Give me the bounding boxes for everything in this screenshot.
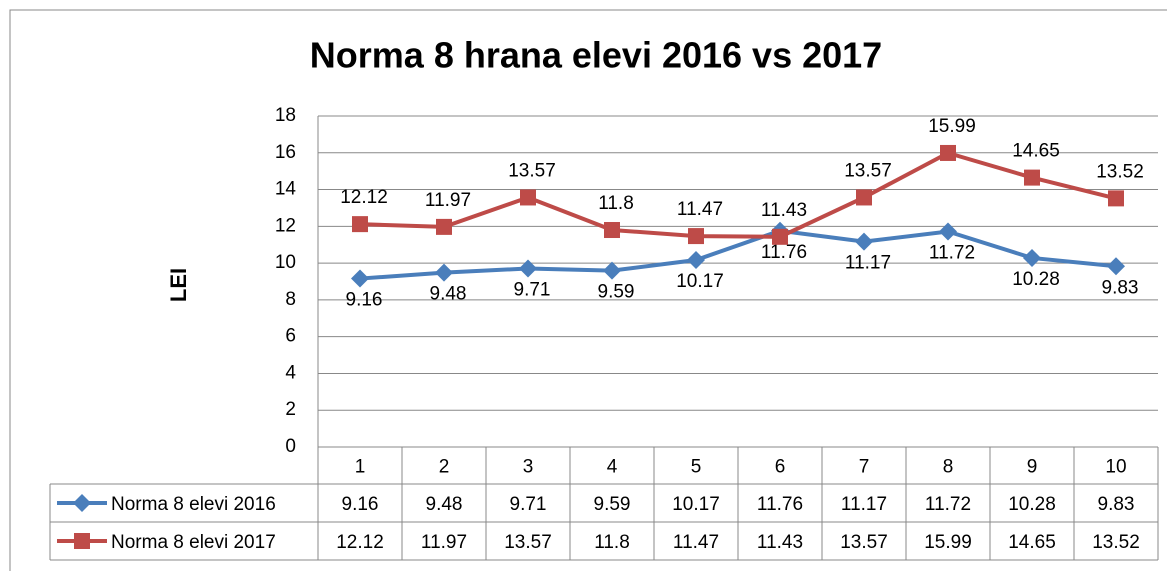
table-cell: 14.65 <box>1008 532 1056 553</box>
data-label: 10.28 <box>1012 269 1060 290</box>
table-cell: 11.97 <box>421 532 467 553</box>
data-label: 13.52 <box>1096 161 1144 182</box>
data-label: 11.76 <box>761 242 807 263</box>
point <box>519 259 537 278</box>
point <box>604 222 620 239</box>
y-tick-label: 2 <box>285 399 296 420</box>
x-tick-label: 9 <box>1027 457 1038 478</box>
table-cell: 12.12 <box>336 532 384 553</box>
table-cell: 9.48 <box>426 494 463 515</box>
point <box>603 261 621 280</box>
legend-marker <box>74 533 90 549</box>
data-label: 11.97 <box>425 190 471 211</box>
data-label: 9.16 <box>346 290 383 311</box>
point <box>939 222 957 241</box>
table-cell: 9.16 <box>342 494 379 515</box>
point <box>940 144 956 161</box>
point <box>1107 257 1125 276</box>
point <box>351 269 369 288</box>
y-tick-label: 4 <box>285 362 296 383</box>
data-label: 11.72 <box>929 242 975 263</box>
table-cell: 9.83 <box>1098 494 1135 515</box>
point <box>687 250 705 269</box>
point <box>520 189 536 206</box>
point <box>855 232 873 251</box>
point <box>856 189 872 206</box>
y-tick-label: 12 <box>275 215 296 236</box>
x-tick-label: 7 <box>859 457 870 478</box>
x-tick-label: 5 <box>691 457 702 478</box>
table-cell: 9.59 <box>594 494 631 515</box>
data-label: 11.17 <box>845 253 891 274</box>
y-tick-label: 16 <box>275 142 296 163</box>
table-cell: 11.17 <box>841 494 887 515</box>
x-tick-label: 4 <box>607 457 618 478</box>
data-label: 13.57 <box>844 160 892 181</box>
table-cell: 13.57 <box>504 532 552 553</box>
data-label: 11.43 <box>761 200 807 221</box>
chart-frame <box>9 9 1167 571</box>
table-cell: 13.57 <box>840 532 888 553</box>
table-cell: 11.8 <box>594 532 630 553</box>
y-tick-label: 18 <box>275 105 296 126</box>
table-cell: 11.43 <box>757 532 803 553</box>
data-label: 11.8 <box>598 193 634 214</box>
x-tick-label: 10 <box>1105 457 1126 478</box>
table-cell: 15.99 <box>924 532 972 553</box>
y-axis-label: LEI <box>166 268 191 302</box>
table-cell: 11.47 <box>673 532 719 553</box>
point <box>352 216 368 233</box>
y-tick-label: 14 <box>275 179 297 200</box>
x-tick-label: 2 <box>439 457 450 478</box>
legend-label: Norma 8 elevi 2017 <box>111 532 276 553</box>
point <box>688 228 704 245</box>
point <box>1023 248 1041 267</box>
y-tick-label: 8 <box>285 289 296 310</box>
data-label: 9.71 <box>514 279 551 300</box>
point <box>1108 190 1124 207</box>
data-label: 9.83 <box>1102 277 1139 298</box>
legend-marker <box>73 494 91 512</box>
x-tick-label: 8 <box>943 457 954 478</box>
table-cell: 13.52 <box>1092 532 1140 553</box>
point <box>435 263 453 282</box>
point <box>1024 169 1040 186</box>
point <box>772 228 788 245</box>
x-tick-label: 6 <box>775 457 786 478</box>
table-cell: 11.72 <box>925 494 971 515</box>
series-line <box>359 150 1117 239</box>
chart-title: Norma 8 hrana elevi 2016 vs 2017 <box>310 35 882 76</box>
data-label: 9.59 <box>598 282 635 303</box>
table-cell: 11.76 <box>757 494 803 515</box>
y-tick-label: 0 <box>285 436 296 457</box>
legend-label: Norma 8 elevi 2016 <box>111 494 276 515</box>
table-cell: 10.17 <box>672 494 720 515</box>
data-label: 13.57 <box>508 160 556 181</box>
data-label: 15.99 <box>928 116 976 137</box>
table-cell: 9.71 <box>510 494 547 515</box>
point <box>436 218 452 235</box>
series-line <box>359 228 1117 281</box>
data-label: 12.12 <box>340 187 388 208</box>
table-cell: 10.28 <box>1008 494 1056 515</box>
data-label: 11.47 <box>677 199 723 220</box>
x-tick-label: 3 <box>523 457 534 478</box>
y-tick-label: 6 <box>285 326 296 347</box>
y-tick-label: 10 <box>275 252 296 273</box>
data-label: 14.65 <box>1012 141 1060 162</box>
x-tick-label: 1 <box>355 457 366 478</box>
data-label: 10.17 <box>676 271 724 292</box>
data-label: 9.48 <box>430 284 467 305</box>
